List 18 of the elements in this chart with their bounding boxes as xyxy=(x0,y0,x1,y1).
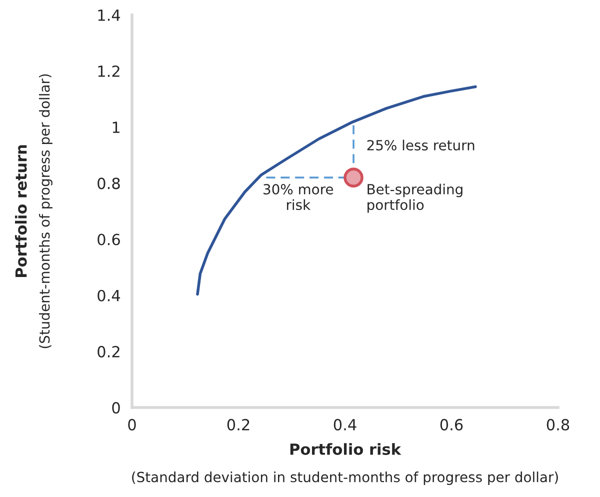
y-tick-label: 1.2 xyxy=(98,65,120,77)
x-tick-label: 0.4 xyxy=(334,418,356,430)
y-tick-label: 1.4 xyxy=(98,10,120,21)
annotation: Bet-spreading portfolio xyxy=(368,184,462,213)
y-tick-label: 0 xyxy=(112,402,120,414)
annotation: 25% less return xyxy=(367,140,474,150)
x-axis-title: Portfolio risk (Standard deviation in student-months of progress per dollar) xyxy=(132,443,558,485)
x-tick-label: 0.6 xyxy=(440,418,463,430)
y-tick-label: 0.6 xyxy=(98,234,120,246)
annotation: 30% more risk xyxy=(264,184,334,210)
x-tick-label: 0.8 xyxy=(546,418,570,430)
y-tick-label: 0.2 xyxy=(98,346,120,358)
y-axis-title: Portfolio return (Student-months of progress per dollar) xyxy=(15,74,52,348)
y-tick-label: 0.8 xyxy=(98,178,120,190)
y-tick-label: 1 xyxy=(112,122,120,133)
x-tick-label: 0 xyxy=(128,418,136,430)
x-tick-label: 0.2 xyxy=(227,418,250,430)
y-tick-label: 0.4 xyxy=(98,290,120,302)
